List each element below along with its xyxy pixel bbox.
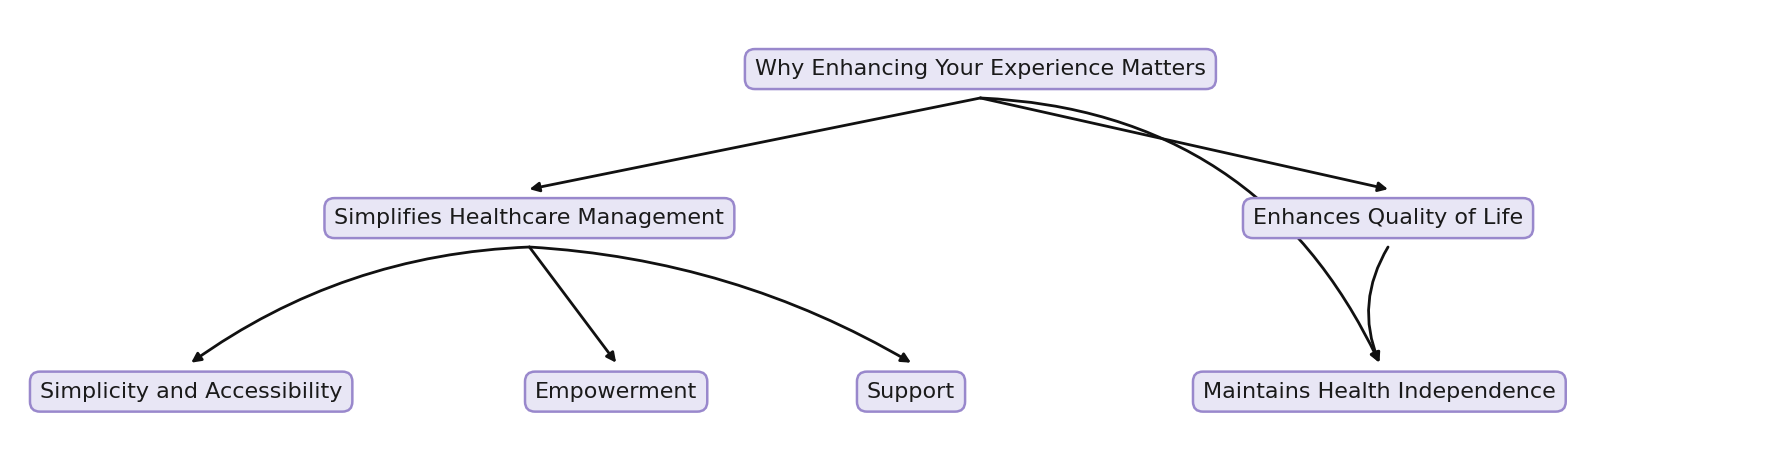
- FancyArrowPatch shape: [981, 98, 1384, 191]
- FancyArrowPatch shape: [529, 247, 908, 361]
- FancyArrowPatch shape: [533, 98, 981, 191]
- FancyArrowPatch shape: [1368, 247, 1388, 360]
- Text: Why Enhancing Your Experience Matters: Why Enhancing Your Experience Matters: [754, 59, 1205, 79]
- Text: Support: Support: [867, 382, 956, 402]
- Text: Maintains Health Independence: Maintains Health Independence: [1204, 382, 1556, 402]
- FancyArrowPatch shape: [981, 98, 1379, 360]
- FancyArrowPatch shape: [529, 247, 614, 360]
- Text: Empowerment: Empowerment: [535, 382, 697, 402]
- Text: Simplicity and Accessibility: Simplicity and Accessibility: [41, 382, 342, 402]
- Text: Simplifies Healthcare Management: Simplifies Healthcare Management: [335, 208, 724, 228]
- FancyArrowPatch shape: [193, 247, 529, 361]
- Text: Enhances Quality of Life: Enhances Quality of Life: [1253, 208, 1524, 228]
